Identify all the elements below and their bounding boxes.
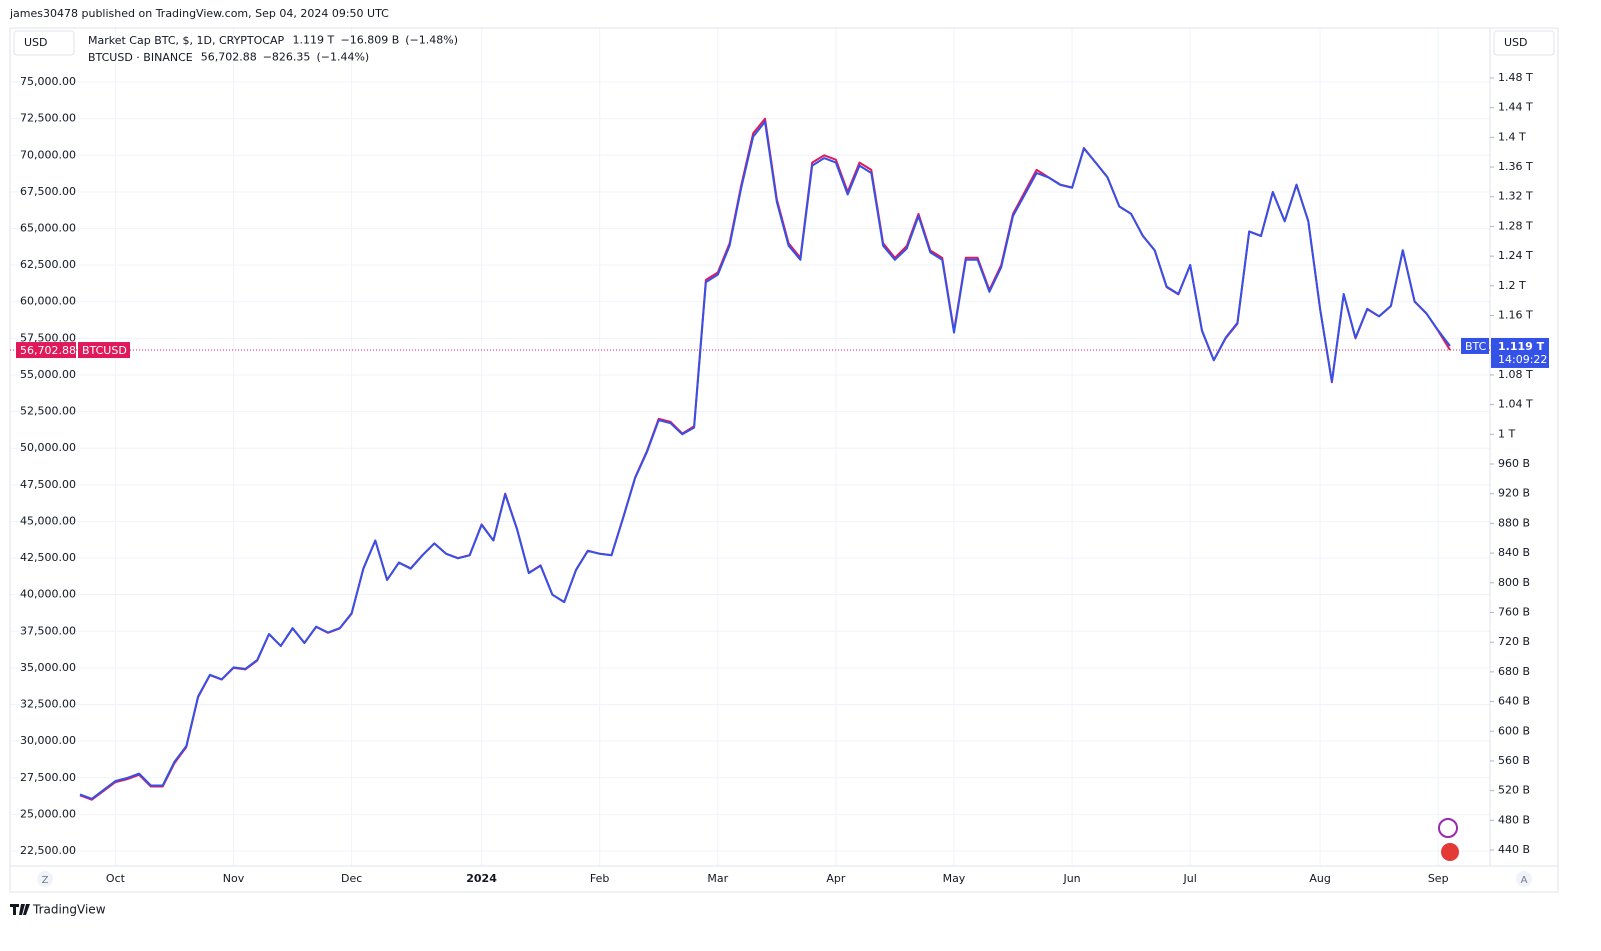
x-tick-label: May (943, 872, 966, 885)
price-tag-name: BTC (1465, 340, 1487, 353)
y2-tick-label: 1.36 T (1498, 160, 1533, 173)
y-tick-label: 75,000.00 (20, 75, 76, 88)
legend-value: −826.35 (263, 51, 311, 64)
price-tag-value: 1.119 T (1498, 340, 1545, 353)
publisher: james30478 published on TradingView.com,… (9, 7, 389, 20)
legend: Market Cap BTC, $, 1D, CRYPTOCAP BTCUSD … (88, 34, 458, 65)
legend-name: BTCUSD · BINANCE (88, 51, 193, 64)
scale-label: Z (42, 875, 49, 886)
y-tick-label: 42,500.00 (20, 551, 76, 564)
series-line (79, 117, 1451, 801)
y-tick-label: 25,000.00 (20, 807, 76, 820)
x-tick-label: Aug (1309, 872, 1330, 885)
y-tick-label: 65,000.00 (20, 222, 76, 235)
y2-tick-label: 1.2 T (1498, 279, 1526, 292)
x-tick-label: Mar (707, 872, 728, 885)
y2-tick-label: 560 B (1498, 754, 1530, 767)
y-tick-label: 70,000.00 (20, 148, 76, 161)
x-tick-label: 2024 (466, 872, 497, 885)
y-tick-label: 35,000.00 (20, 661, 76, 674)
y2-tick-label: 880 B (1498, 516, 1530, 529)
price-tag-value: 56,702.88 (20, 344, 76, 357)
y2-tick-label: 1.4 T (1498, 130, 1526, 143)
y-tick-label: 60,000.00 (20, 295, 76, 308)
y-tick-label: 62,500.00 (20, 258, 76, 271)
y-tick-label: 22,500.00 (20, 844, 76, 857)
y2-tick-label: 640 B (1498, 695, 1530, 708)
y-tick-label: 52,500.00 (20, 405, 76, 418)
y2-tick-label: 920 B (1498, 487, 1530, 500)
y-tick-label: 45,000.00 (20, 514, 76, 527)
price-tag (78, 342, 130, 359)
y2-tick-label: 520 B (1498, 784, 1530, 797)
y2-tick-label: 720 B (1498, 635, 1530, 648)
tv-logo (10, 904, 30, 915)
y-tick-label: 30,000.00 (20, 734, 76, 747)
y2-tick-label: 1.24 T (1498, 249, 1533, 262)
scale-button[interactable] (37, 871, 53, 887)
y2-tick-label: 440 B (1498, 843, 1530, 856)
currency-label: USD (24, 36, 48, 49)
y2-tick-label: 1.04 T (1498, 398, 1533, 411)
scale-label: A (1521, 875, 1528, 886)
x-tick-label: Nov (223, 872, 245, 885)
y-tick-label: 67,500.00 (20, 185, 76, 198)
y2-tick-label: 1.08 T (1498, 368, 1533, 381)
event-icon[interactable] (1441, 843, 1459, 861)
legend-value: 56,702.88 (201, 51, 257, 64)
y-tick-label: 40,000.00 (20, 588, 76, 601)
countdown: 14:09:22 (1498, 353, 1547, 366)
y-tick-label: 27,500.00 (20, 771, 76, 784)
price-tag-name: BTCUSD (82, 344, 127, 357)
price-tag (16, 342, 76, 359)
y-tick-label: 55,000.00 (20, 368, 76, 381)
x-tick-label: Jul (1183, 872, 1197, 885)
y-tick-label: 50,000.00 (20, 441, 76, 454)
y2-tick-label: 600 B (1498, 724, 1530, 737)
x-tick-label: Jun (1062, 872, 1080, 885)
grid (10, 28, 1490, 866)
currency-button[interactable] (13, 30, 75, 56)
price-tag (1461, 337, 1489, 354)
y-tick-label: 57,500.00 (20, 331, 76, 344)
y-tick-label: 37,500.00 (20, 624, 76, 637)
legend-value: (−1.48%) (405, 34, 458, 47)
y2-tick-label: 1.28 T (1498, 219, 1533, 232)
legend-name: Market Cap BTC, $, 1D, CRYPTOCAP (88, 34, 285, 47)
x-tick-label: Oct (106, 872, 126, 885)
y2-tick-label: 840 B (1498, 546, 1530, 559)
event-icon[interactable] (1438, 818, 1458, 838)
y2-tick-label: 1 T (1498, 427, 1515, 440)
x-tick-label: Feb (590, 872, 609, 885)
y2-tick-label: 1.32 T (1498, 190, 1533, 203)
currency-label: USD (1504, 36, 1528, 49)
y2-tick-label: 1.16 T (1498, 309, 1533, 322)
y2-tick-label: 800 B (1498, 576, 1530, 589)
x-tick-label: Dec (341, 872, 362, 885)
scale-button[interactable] (1516, 871, 1532, 887)
x-tick-label: Sep (1428, 872, 1449, 885)
y-tick-label: 32,500.00 (20, 698, 76, 711)
chart-frame (9, 27, 1559, 893)
series-line (79, 120, 1451, 800)
y2-tick-label: 1.44 T (1498, 101, 1533, 114)
currency-button[interactable] (1493, 30, 1555, 56)
price-tag (1491, 337, 1549, 368)
y2-tick-label: 1.48 T (1498, 71, 1533, 84)
footer: TradingView (32, 903, 106, 917)
y2-tick-label: 960 B (1498, 457, 1530, 470)
y2-tick-label: 680 B (1498, 665, 1530, 678)
legend-value: 1.119 T (293, 34, 335, 47)
legend-value: −16.809 B (341, 34, 400, 47)
y2-tick-label: 760 B (1498, 605, 1530, 618)
x-tick-label: Apr (826, 872, 846, 885)
y-tick-label: 72,500.00 (20, 112, 76, 125)
y2-tick-label: 480 B (1498, 813, 1530, 826)
legend-value: (−1.44%) (316, 51, 369, 64)
y-tick-label: 47,500.00 (20, 478, 76, 491)
